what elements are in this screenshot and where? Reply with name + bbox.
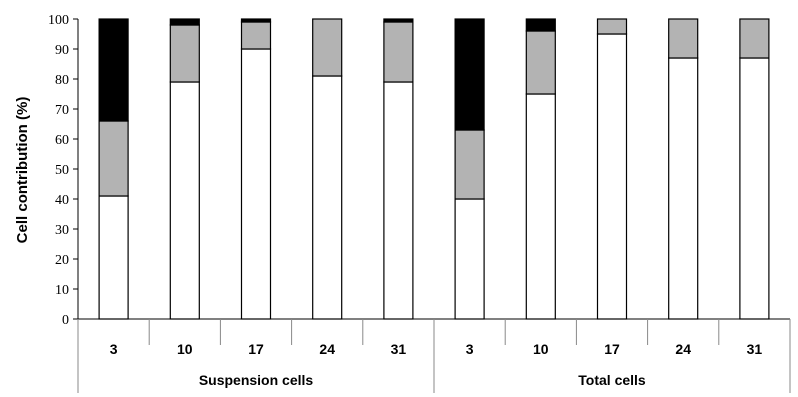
y-tick-label: 0 [62,313,69,328]
y-tick-label: 60 [55,133,69,148]
bar-segment [240,48,272,320]
x-category-label: 3 [466,341,474,357]
x-group-label: Suspension cells [199,372,314,388]
bar-segment [383,21,414,83]
bar-segment [98,120,129,197]
x-group-label: Total cells [578,372,646,388]
y-tick-label: 70 [55,103,69,118]
y-tick-label: 30 [55,223,69,238]
bar-segment [98,195,129,320]
bar-segment [596,18,628,35]
plot-area: 0 10 20 30 40 50 60 70 80 90 100 3 10 17 24 31 3 10 17 24 31… [48,13,791,393]
bar-segment [240,21,272,50]
bar-segment [525,93,556,320]
y-tick-label: 100 [48,13,69,28]
bar-segment [739,18,770,59]
x-category-label: 3 [110,341,118,357]
bar-segment [383,81,414,320]
x-category-label: 24 [319,341,335,357]
bar-segment [525,30,556,95]
bar-segment [98,18,129,122]
bar-segment [169,81,200,320]
y-tick-label: 80 [55,73,69,88]
x-category-label: 24 [675,341,691,357]
bar-segment [668,57,699,320]
y-tick-label: 10 [55,283,69,298]
y-tick-label: 40 [55,193,69,208]
bar-segment [739,57,770,320]
bar-segment [169,18,200,26]
y-tick-label: 20 [55,253,69,268]
bar-segment [454,18,485,131]
x-category-label: 10 [177,341,193,357]
bar-segment [383,18,414,23]
y-axis-label: Cell contribution (%) [14,97,31,244]
bar-segment [596,33,628,320]
x-category-label: 17 [248,341,264,357]
bar-segment [240,18,272,23]
bar-segment [454,198,485,320]
x-category-label: 31 [747,341,763,357]
bar-segment [312,75,343,320]
x-category-label: 31 [391,341,407,357]
y-tick-label: 90 [55,43,69,58]
bar-segment [169,24,200,83]
bar-segment [668,18,699,59]
bar-segment [525,18,556,32]
x-category-label: 10 [533,341,549,357]
x-category-label: 17 [604,341,620,357]
bar-segment [454,129,485,200]
y-tick-label: 50 [55,163,69,178]
bar-segment [312,18,343,77]
